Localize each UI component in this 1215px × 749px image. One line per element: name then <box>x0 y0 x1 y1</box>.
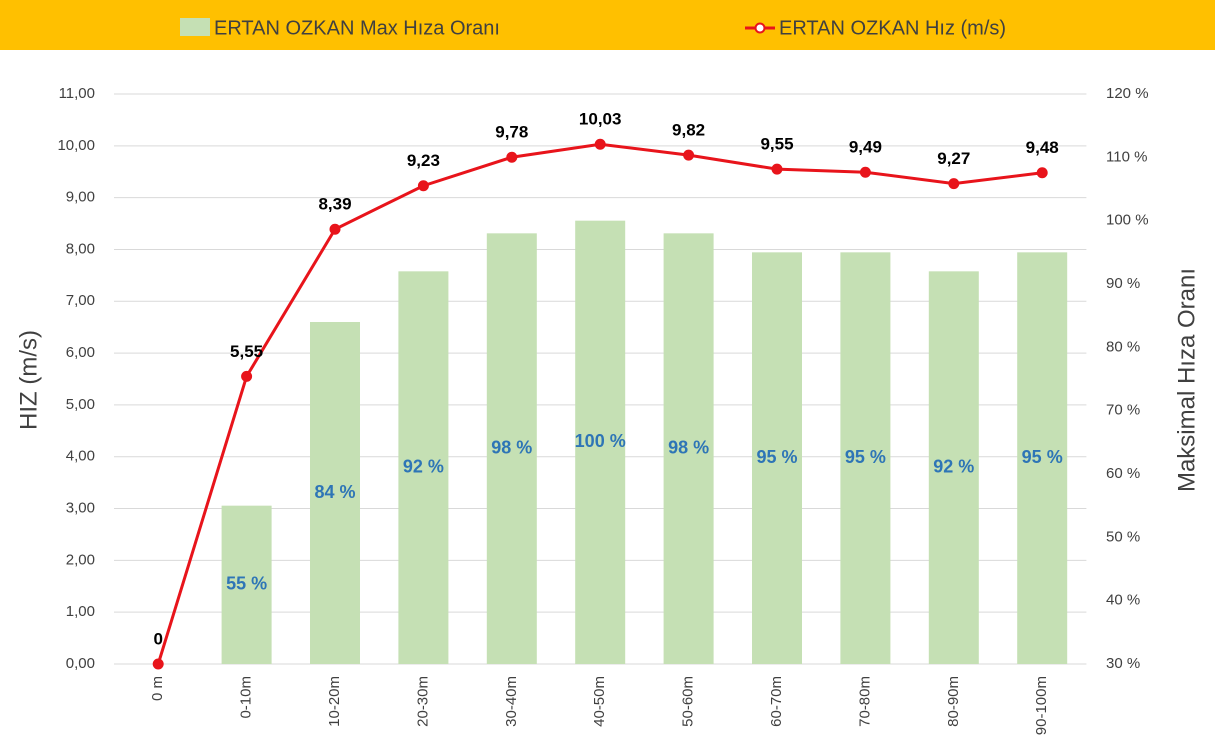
y2-tick-label: 110 % <box>1106 148 1147 165</box>
line-value-label: 8,39 <box>318 195 351 214</box>
y-tick-label: 7,00 <box>66 292 95 309</box>
y-tick-label: 0,00 <box>66 655 95 672</box>
y2-axis-title: Maksimal Hıza Oranı <box>1173 268 1200 492</box>
x-tick-label: 0 m <box>149 676 166 701</box>
x-tick-label: 20-30m <box>414 676 431 727</box>
x-tick-label: 90-100m <box>1033 676 1050 735</box>
line-marker <box>1036 167 1048 179</box>
line-marker <box>152 658 164 670</box>
bar <box>310 322 360 664</box>
bar-value-label: 100 % <box>575 431 626 451</box>
y-tick-label: 9,00 <box>66 189 95 206</box>
bar <box>486 233 537 665</box>
x-tick-label: 40-50m <box>591 676 608 727</box>
y2-tick-label: 120 % <box>1106 85 1149 102</box>
line-marker <box>683 149 695 161</box>
line-value-label: 9,49 <box>849 138 882 157</box>
bar <box>1017 252 1068 665</box>
line-marker <box>859 166 871 178</box>
bar-value-label: 84 % <box>314 482 355 502</box>
legend-swatch <box>180 18 210 36</box>
x-tick-label: 0-10m <box>238 676 255 719</box>
x-tick-label: 80-90m <box>945 676 962 727</box>
bar-value-label: 98 % <box>668 437 709 457</box>
line-value-label: 9,55 <box>760 135 793 154</box>
line-marker <box>506 151 518 163</box>
line-value-label: 9,78 <box>495 123 528 142</box>
line-marker <box>948 178 960 190</box>
bar <box>663 233 714 665</box>
y-tick-label: 5,00 <box>66 396 95 413</box>
bar-value-label: 92 % <box>403 456 444 476</box>
bar-value-label: 98 % <box>491 437 532 457</box>
y-axis-title: HIZ (m/s) <box>15 330 42 430</box>
bar <box>221 505 272 664</box>
bar-value-label: 92 % <box>933 456 974 476</box>
y2-tick-label: 70 % <box>1106 402 1140 419</box>
line-value-label: 10,03 <box>579 110 622 129</box>
y2-tick-label: 90 % <box>1106 275 1140 292</box>
bar <box>398 271 449 664</box>
bar-value-label: 95 % <box>1022 447 1063 467</box>
bar-value-label: 95 % <box>845 447 886 467</box>
y-tick-label: 1,00 <box>66 603 95 620</box>
bar <box>575 220 626 664</box>
x-tick-label: 10-20m <box>326 676 343 727</box>
x-tick-label: 70-80m <box>856 676 873 727</box>
y-tick-label: 4,00 <box>66 448 95 465</box>
y-tick-label: 10,00 <box>57 137 95 154</box>
bar <box>752 252 802 665</box>
line-value-label: 9,27 <box>937 149 970 168</box>
line-value-label: 0 <box>153 629 162 648</box>
line-marker <box>329 223 341 235</box>
y2-tick-label: 30 % <box>1106 655 1140 672</box>
y2-tick-label: 40 % <box>1106 592 1140 609</box>
legend-marker <box>754 22 766 34</box>
line-value-label: 9,23 <box>407 151 440 170</box>
x-tick-label: 60-70m <box>768 676 785 727</box>
y2-tick-label: 50 % <box>1106 528 1140 545</box>
y2-tick-label: 100 % <box>1106 212 1149 229</box>
x-tick-label: 50-60m <box>680 676 697 727</box>
bar <box>840 252 891 665</box>
line-marker <box>417 180 429 192</box>
bar-value-label: 55 % <box>226 574 267 594</box>
line-value-label: 5,55 <box>230 342 263 361</box>
line-value-label: 9,82 <box>672 121 705 140</box>
legend-label: ERTAN OZKAN Max Hıza Oranı <box>214 17 500 39</box>
y-tick-label: 3,00 <box>66 500 95 517</box>
y-tick-label: 8,00 <box>66 240 95 257</box>
bar <box>928 271 979 664</box>
line-marker <box>241 370 253 382</box>
line-marker <box>771 163 783 175</box>
y2-tick-label: 80 % <box>1106 338 1140 355</box>
y-tick-label: 6,00 <box>66 344 95 361</box>
line-marker <box>594 138 606 150</box>
x-tick-label: 30-40m <box>503 676 520 727</box>
legend-label: ERTAN OZKAN Hız (m/s) <box>779 17 1006 39</box>
y-tick-label: 11,00 <box>59 85 95 102</box>
y-tick-label: 2,00 <box>66 551 95 568</box>
line-value-label: 9,48 <box>1026 138 1059 157</box>
y2-tick-label: 60 % <box>1106 465 1140 482</box>
bar-value-label: 95 % <box>756 447 797 467</box>
